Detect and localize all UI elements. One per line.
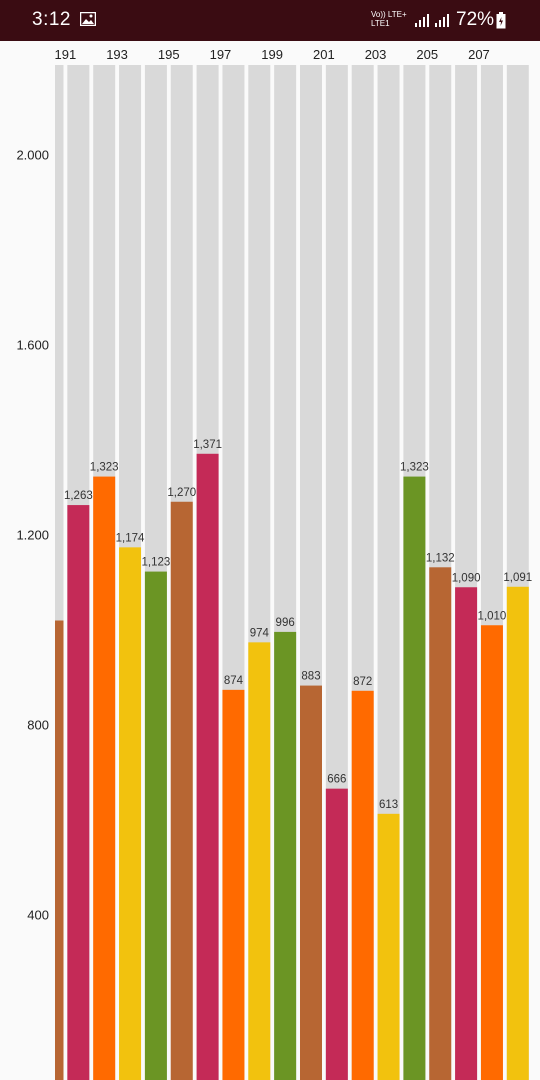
data-label: 1,174	[116, 532, 145, 544]
data-label: 1,090	[452, 572, 481, 584]
bar	[55, 620, 64, 1080]
bar	[67, 505, 90, 1080]
x-tick-label: 201	[313, 47, 335, 62]
y-tick-label: 2.000	[16, 148, 49, 163]
x-tick-label: 199	[261, 47, 283, 62]
bar	[455, 587, 478, 1080]
data-label: 883	[301, 671, 320, 683]
data-label: 613	[379, 799, 398, 811]
bar	[248, 642, 271, 1080]
data-label: 1,010	[478, 610, 507, 622]
battery-percentage: 72%	[456, 9, 495, 30]
bars-group	[55, 65, 529, 1080]
data-label: 1,091	[503, 572, 532, 584]
signal-icon	[435, 14, 449, 27]
bar-chart: 1,263 1,323 1,174 1,123 1,270 1,371 874 974 996 8…	[16, 47, 532, 1080]
x-tick-label: 197	[210, 47, 232, 62]
bar	[351, 690, 374, 1080]
signal-icon	[415, 14, 429, 27]
background-bar	[55, 65, 64, 1080]
data-label: 872	[353, 676, 372, 688]
bar	[144, 571, 167, 1080]
bar	[403, 476, 426, 1080]
bar	[506, 586, 529, 1080]
data-label: 1,270	[167, 487, 196, 499]
data-label: 1,132	[426, 552, 455, 564]
bar	[429, 567, 452, 1080]
y-tick-label: 400	[27, 908, 49, 923]
data-label: 1,371	[193, 439, 222, 451]
x-tick-label: 203	[365, 47, 387, 62]
x-tick-label: 195	[158, 47, 180, 62]
battery-icon	[496, 12, 506, 29]
y-tick-label: 1.600	[16, 338, 49, 353]
bar	[274, 631, 297, 1080]
bar	[480, 625, 503, 1080]
network-line-1: Vo)) LTE+	[371, 10, 407, 19]
bar	[300, 685, 322, 1080]
data-label: 1,323	[90, 462, 119, 474]
data-label: 1,263	[64, 490, 93, 502]
bar	[325, 788, 348, 1080]
bar	[196, 453, 219, 1080]
y-tick-label: 1.200	[16, 528, 49, 543]
network-line-2: LTE1	[371, 19, 390, 28]
data-label: 1,323	[400, 462, 429, 474]
data-label: 666	[327, 774, 346, 786]
bar	[119, 547, 142, 1080]
bar	[377, 813, 400, 1080]
data-label: 996	[276, 617, 295, 629]
network-type-label: Vo)) LTE+ LTE1	[371, 10, 407, 28]
bar	[93, 476, 116, 1080]
bar	[222, 689, 245, 1080]
x-tick-label: 207	[468, 47, 490, 62]
y-tick-label: 800	[27, 718, 49, 733]
x-tick-label: 193	[106, 47, 128, 62]
x-tick-label: 205	[416, 47, 438, 62]
status-bar: 3:12 Vo)) LTE+ LTE1 72%	[0, 0, 540, 41]
x-tick-label: 191	[54, 47, 76, 62]
bar	[170, 501, 193, 1080]
data-label: 874	[224, 675, 244, 687]
image-icon	[80, 12, 96, 26]
status-time: 3:12	[32, 9, 71, 30]
data-label: 974	[250, 627, 270, 639]
data-label: 1,123	[142, 557, 171, 569]
